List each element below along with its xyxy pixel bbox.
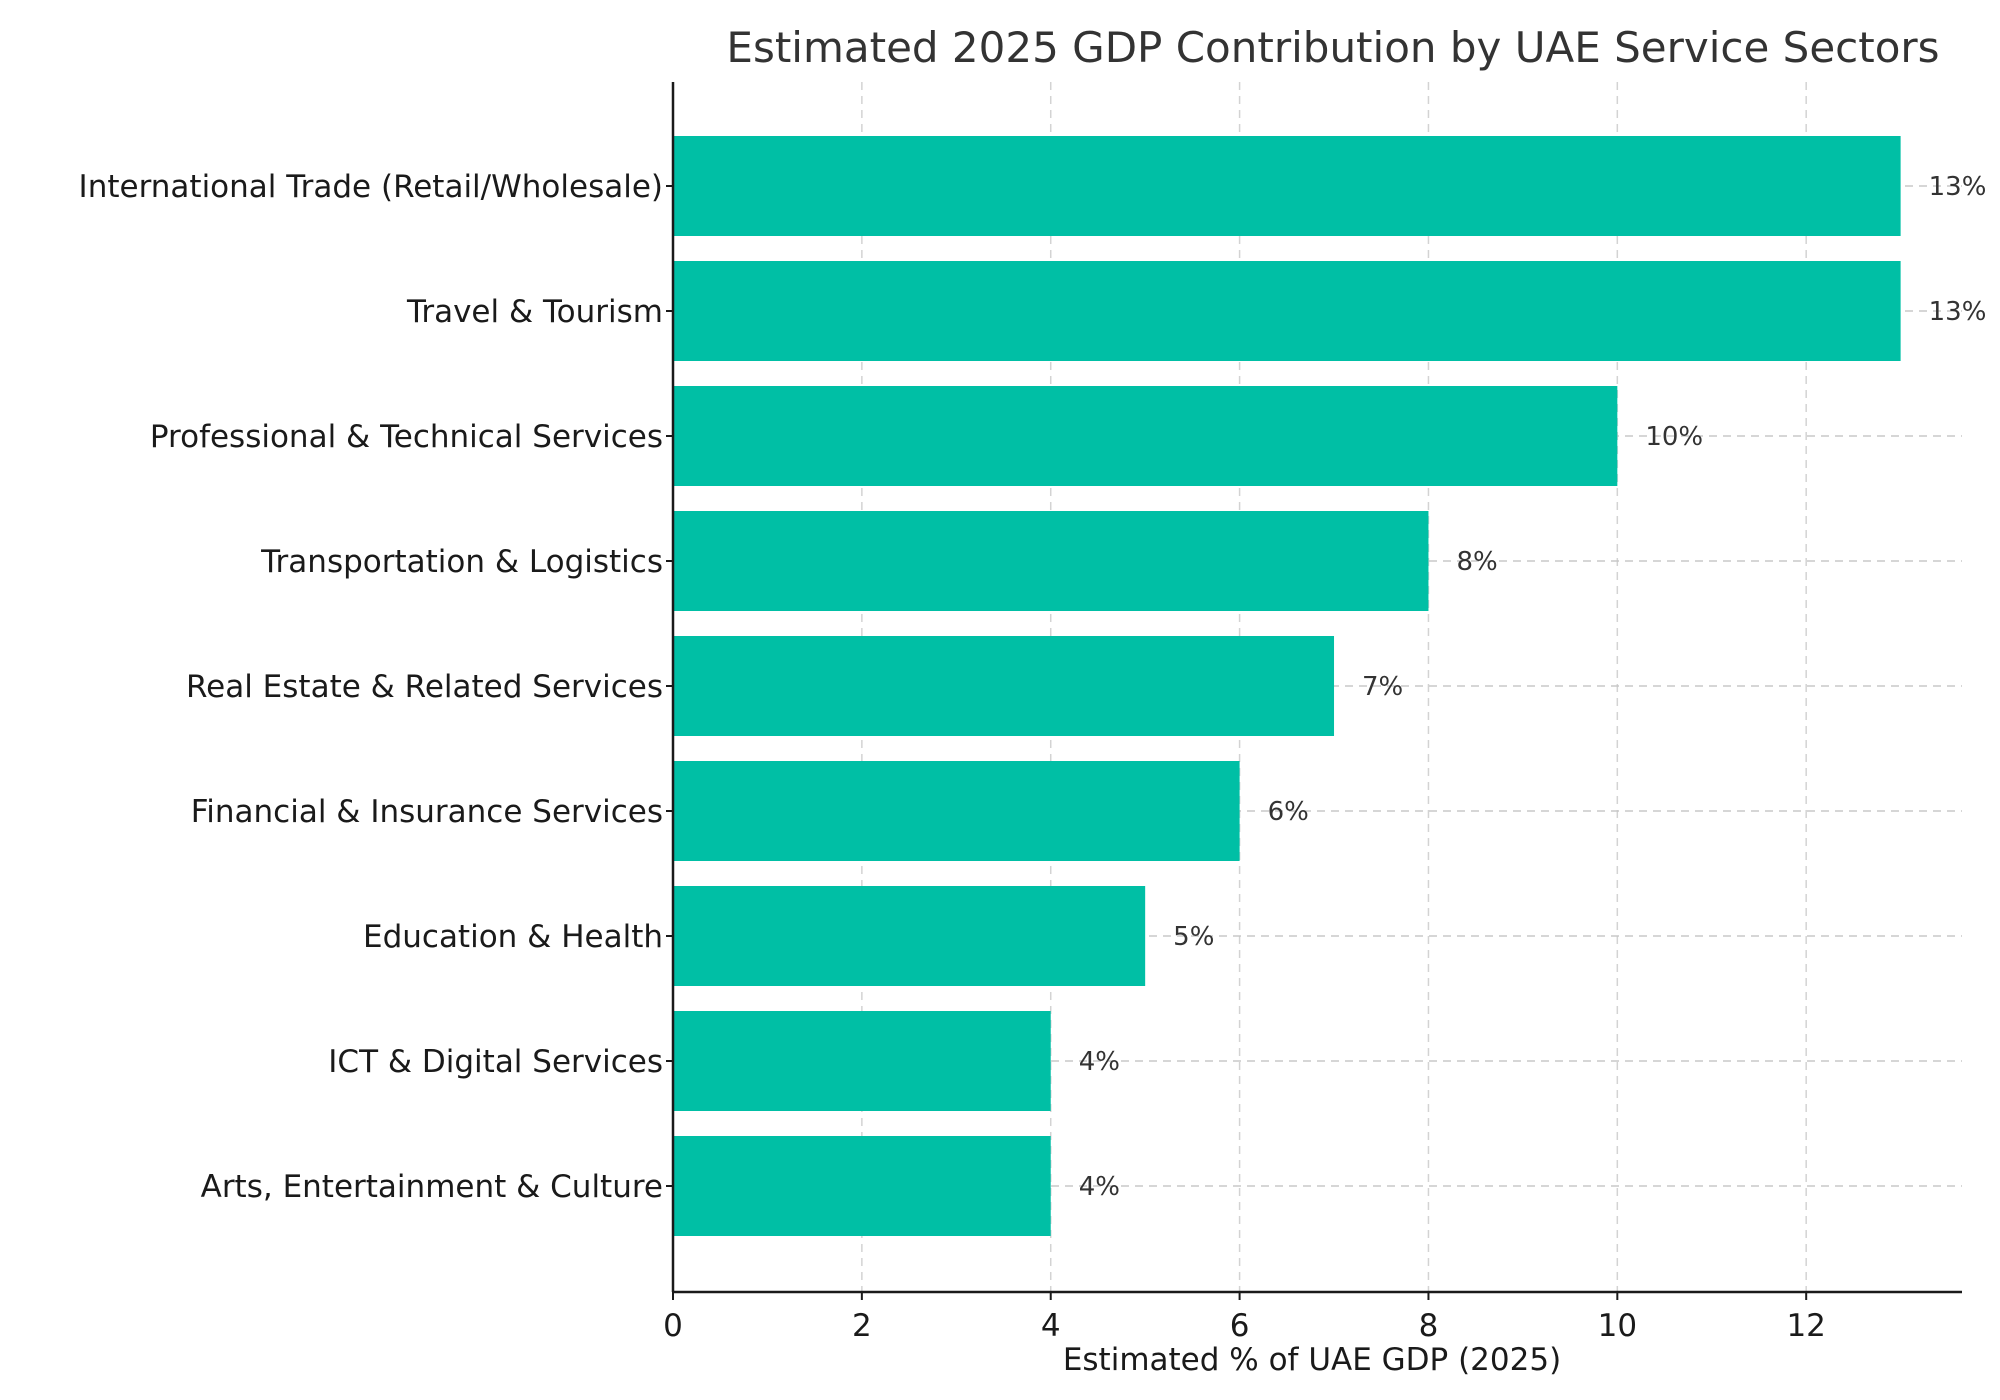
bar xyxy=(673,886,1146,986)
category-label: Education & Health xyxy=(363,919,663,955)
category-label: Professional & Technical Services xyxy=(150,419,663,455)
data-label: 5% xyxy=(1173,922,1214,952)
bar xyxy=(673,1136,1051,1236)
x-tick-label: 12 xyxy=(1786,1308,1825,1344)
x-tick-label: 2 xyxy=(852,1308,872,1344)
x-tick-label: 10 xyxy=(1598,1308,1637,1344)
bar xyxy=(673,761,1240,861)
x-tick-label: 4 xyxy=(1041,1308,1061,1344)
category-label: ICT & Digital Services xyxy=(328,1044,663,1080)
category-label: Travel & Tourism xyxy=(406,294,663,330)
x-tick-label: 0 xyxy=(663,1308,683,1344)
category-label: Financial & Insurance Services xyxy=(191,794,663,830)
bars xyxy=(673,136,1901,1236)
data-label: 10% xyxy=(1645,422,1703,452)
data-label: 13% xyxy=(1929,297,1987,327)
data-label: 6% xyxy=(1268,797,1309,827)
chart-title: Estimated 2025 GDP Contribution by UAE S… xyxy=(726,23,1939,72)
bar xyxy=(673,261,1901,361)
bar xyxy=(673,511,1429,611)
data-label: 4% xyxy=(1079,1172,1120,1202)
bar xyxy=(673,1011,1051,1111)
axes: 0 2 4 6 8 10 12 xyxy=(663,82,1962,1344)
x-tick-label: 8 xyxy=(1419,1308,1439,1344)
data-label: 13% xyxy=(1929,172,1987,202)
data-label: 4% xyxy=(1079,1047,1120,1077)
data-label: 8% xyxy=(1456,547,1497,577)
x-axis-title: Estimated % of UAE GDP (2025) xyxy=(1063,1342,1561,1378)
category-label: International Trade (Retail/Wholesale) xyxy=(79,169,663,205)
bar xyxy=(673,636,1335,736)
labels: International Trade (Retail/Wholesale) 13… xyxy=(79,169,1987,1205)
bar xyxy=(673,136,1901,236)
category-label: Real Estate & Related Services xyxy=(186,669,663,705)
category-label: Arts, Entertainment & Culture xyxy=(201,1169,663,1205)
bar xyxy=(673,386,1618,486)
data-label: 7% xyxy=(1362,672,1403,702)
x-tick-label: 6 xyxy=(1230,1308,1250,1344)
category-label: Transportation & Logistics xyxy=(260,544,663,580)
